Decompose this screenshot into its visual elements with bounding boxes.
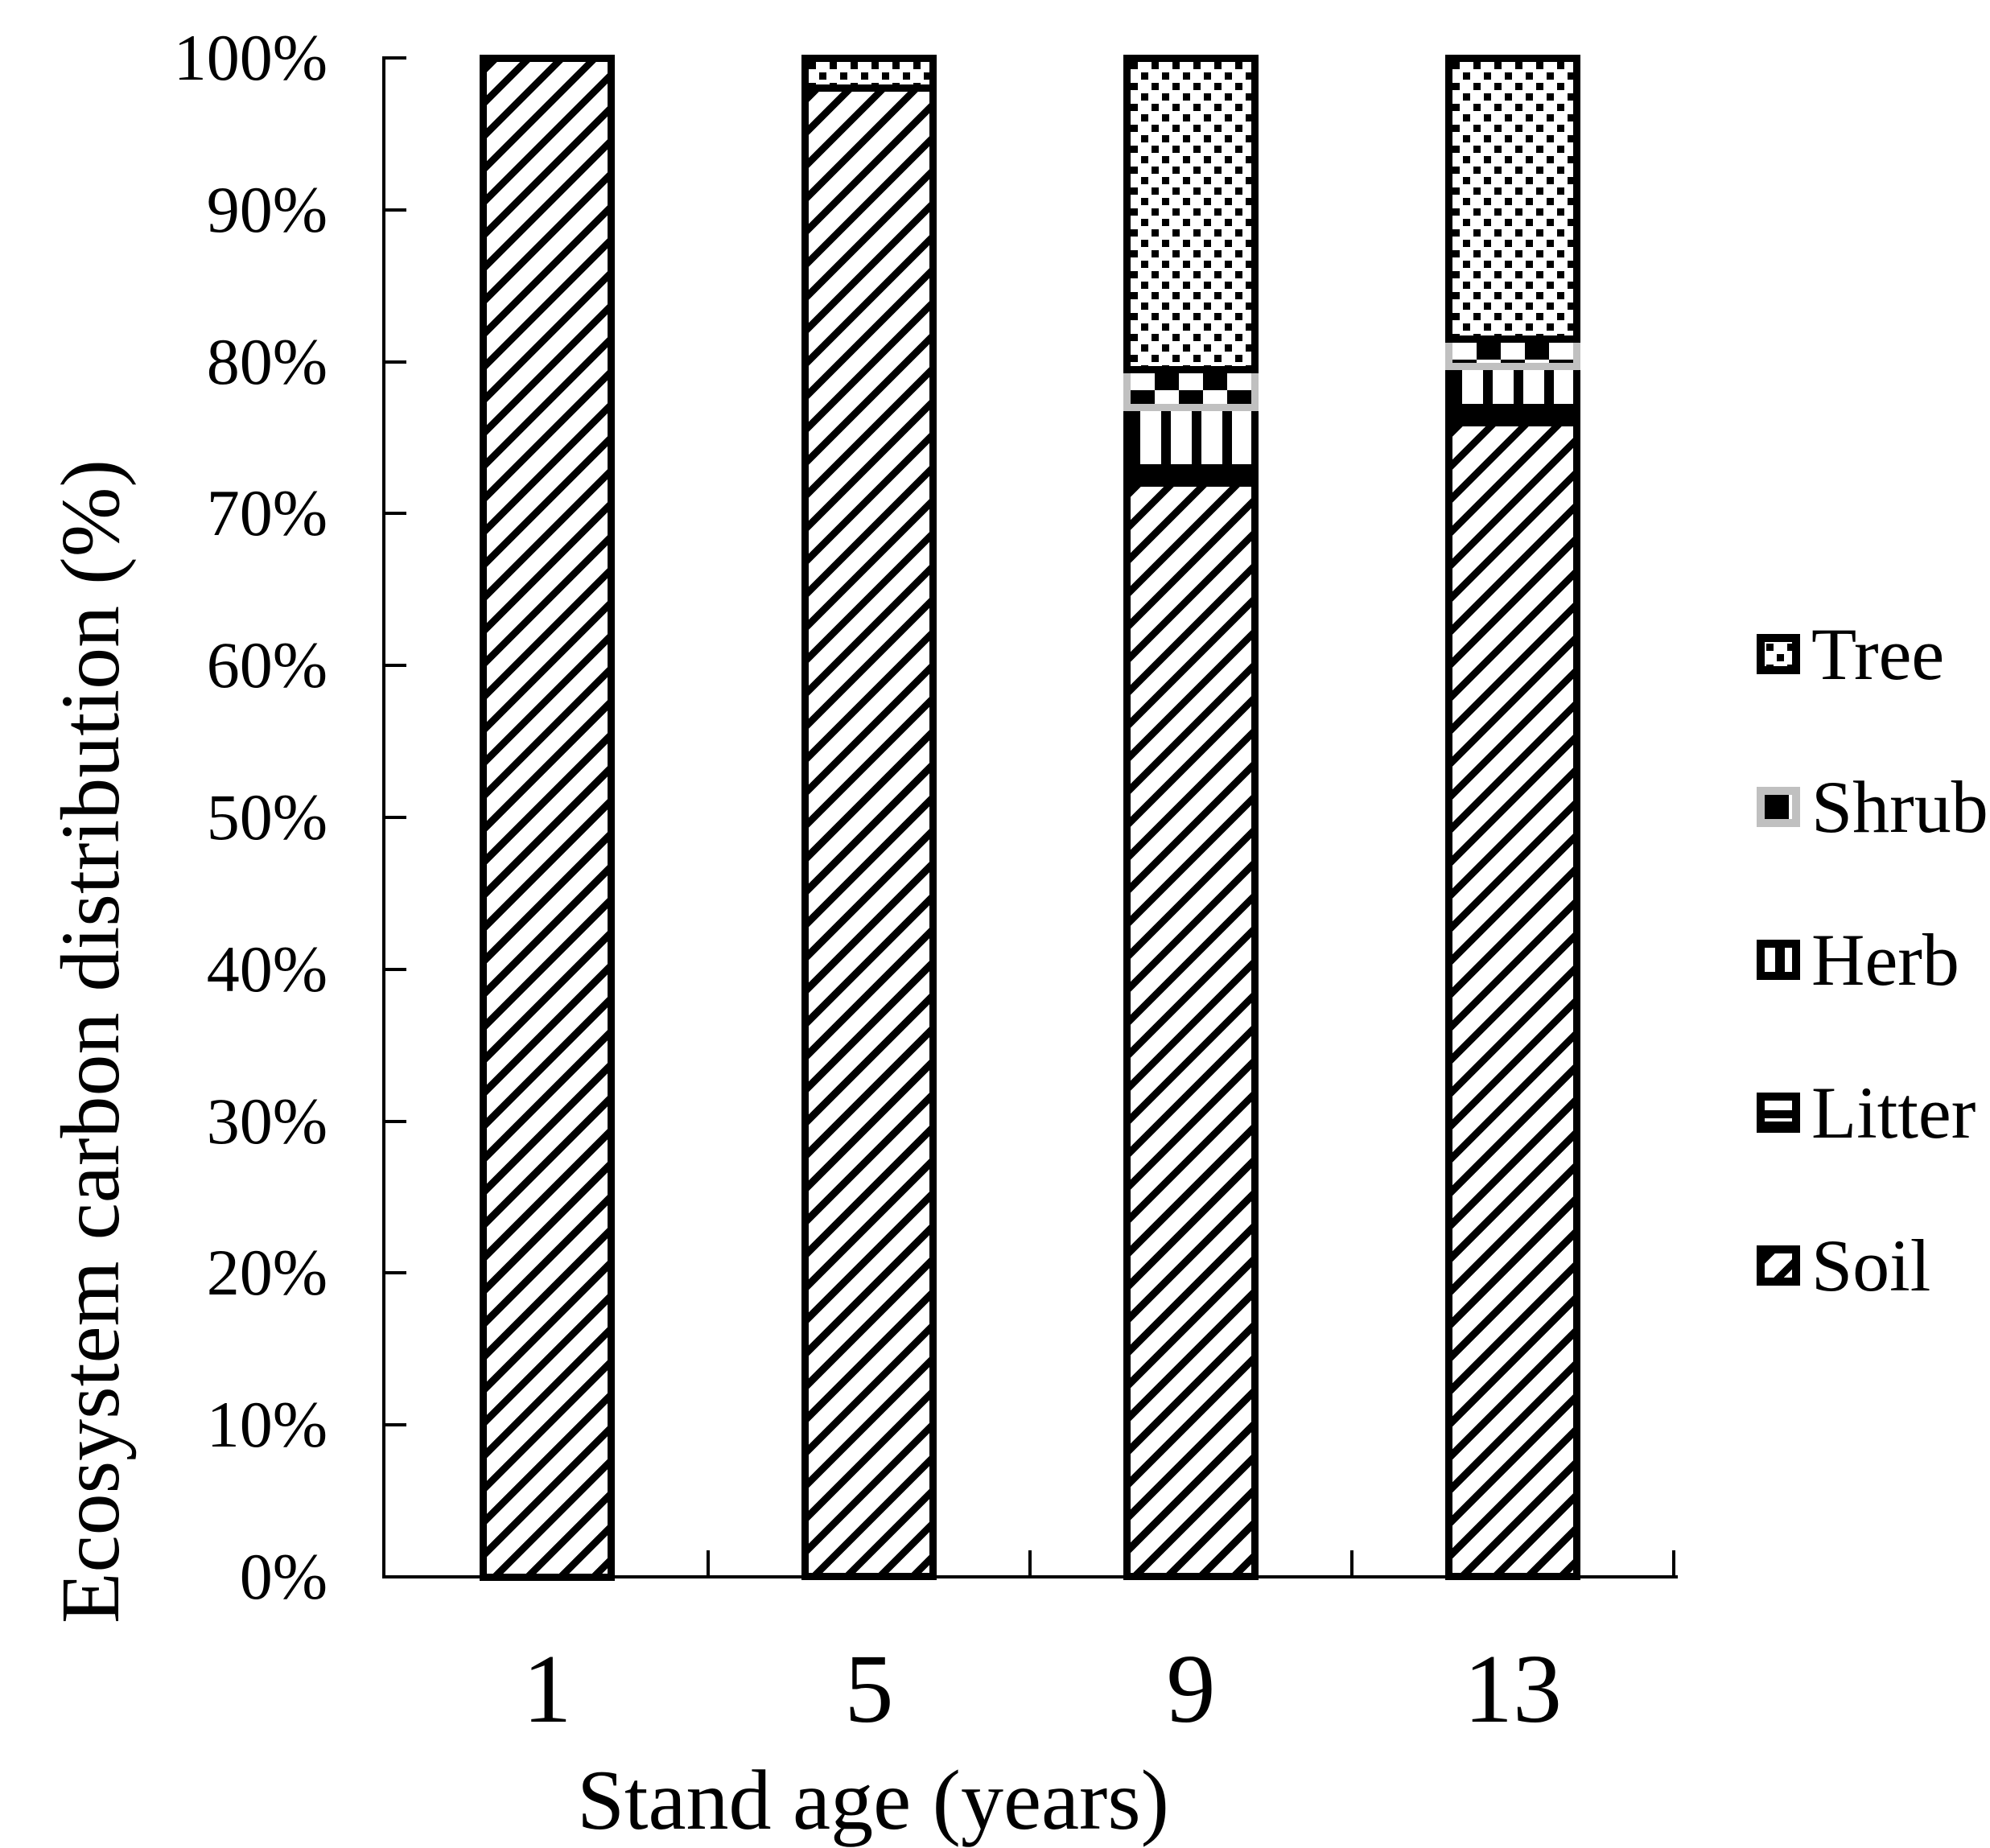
y-tick-label-20%: 20% (206, 1236, 328, 1310)
bar-segment-shrub-age-9 (1123, 365, 1259, 411)
legend-label-tree: Tree (1811, 613, 1945, 695)
legend-swatch-litter-icon (1757, 1093, 1800, 1133)
y-tick-label-40%: 40% (206, 932, 328, 1006)
x-axis-line (382, 1575, 1678, 1578)
bar-segment-soil-age-9 (1123, 479, 1259, 1581)
y-tick-40% (385, 967, 406, 971)
y-tick-0% (385, 1575, 406, 1578)
legend-entry-shrub: Shrub (1757, 766, 1988, 848)
y-tick-10% (385, 1423, 406, 1427)
legend-entry-litter: Litter (1757, 1072, 1976, 1154)
bar-segment-soil-age-1 (480, 54, 615, 1581)
y-tick-label-90%: 90% (206, 172, 328, 246)
legend-label-soil: Soil (1811, 1224, 1931, 1307)
legend-swatch-shrub-icon (1757, 787, 1800, 827)
x-tick-1 (707, 1550, 710, 1577)
y-tick-label-60%: 60% (206, 628, 328, 702)
x-tick-2 (1028, 1550, 1032, 1577)
x-category-label-9: 9 (1166, 1635, 1216, 1743)
legend-entry-soil: Soil (1757, 1224, 1931, 1307)
bar-segment-soil-age-13 (1445, 418, 1580, 1581)
legend-swatch-herb-icon (1757, 940, 1800, 980)
y-tick-label-80%: 80% (206, 324, 328, 398)
y-tick-80% (385, 360, 406, 364)
y-tick-90% (385, 208, 406, 212)
y-tick-60% (385, 664, 406, 668)
x-category-label-5: 5 (844, 1635, 894, 1743)
y-tick-label-50%: 50% (206, 780, 328, 854)
y-tick-label-70%: 70% (206, 476, 328, 550)
bar-segment-tree-age-5 (801, 54, 937, 93)
x-tick-4 (1672, 1550, 1675, 1577)
bar-segment-herb-age-13 (1445, 362, 1580, 411)
bar-segment-tree-age-9 (1123, 54, 1259, 373)
x-tick-3 (1350, 1550, 1353, 1577)
y-axis-line (382, 56, 385, 1578)
y-tick-30% (385, 1119, 406, 1123)
y-axis-title: Ecosystem carbon distribution (%) (4, 398, 177, 1685)
legend-label-shrub: Shrub (1811, 766, 1988, 848)
y-tick-20% (385, 1271, 406, 1275)
y-tick-100% (385, 56, 406, 60)
y-tick-50% (385, 816, 406, 819)
legend-entry-herb: Herb (1757, 919, 1959, 1001)
bar-segment-soil-age-5 (801, 84, 937, 1581)
y-tick-label-10%: 10% (206, 1388, 328, 1462)
legend-entry-tree: Tree (1757, 613, 1945, 695)
y-tick-label-30%: 30% (206, 1084, 328, 1158)
bar-segment-herb-age-9 (1123, 403, 1259, 472)
x-category-label-1: 1 (522, 1635, 572, 1743)
y-tick-70% (385, 512, 406, 516)
x-axis-title: Stand age (years) (577, 1753, 1169, 1847)
legend-label-herb: Herb (1811, 919, 1959, 1001)
x-category-label-13: 13 (1464, 1635, 1562, 1743)
y-tick-label-0%: 0% (239, 1540, 328, 1613)
y-tick-label-100%: 100% (173, 21, 328, 94)
legend-swatch-tree-icon (1757, 634, 1800, 674)
bar-segment-tree-age-13 (1445, 54, 1580, 343)
legend-swatch-soil-icon (1757, 1245, 1800, 1286)
legend-label-litter: Litter (1811, 1072, 1976, 1154)
